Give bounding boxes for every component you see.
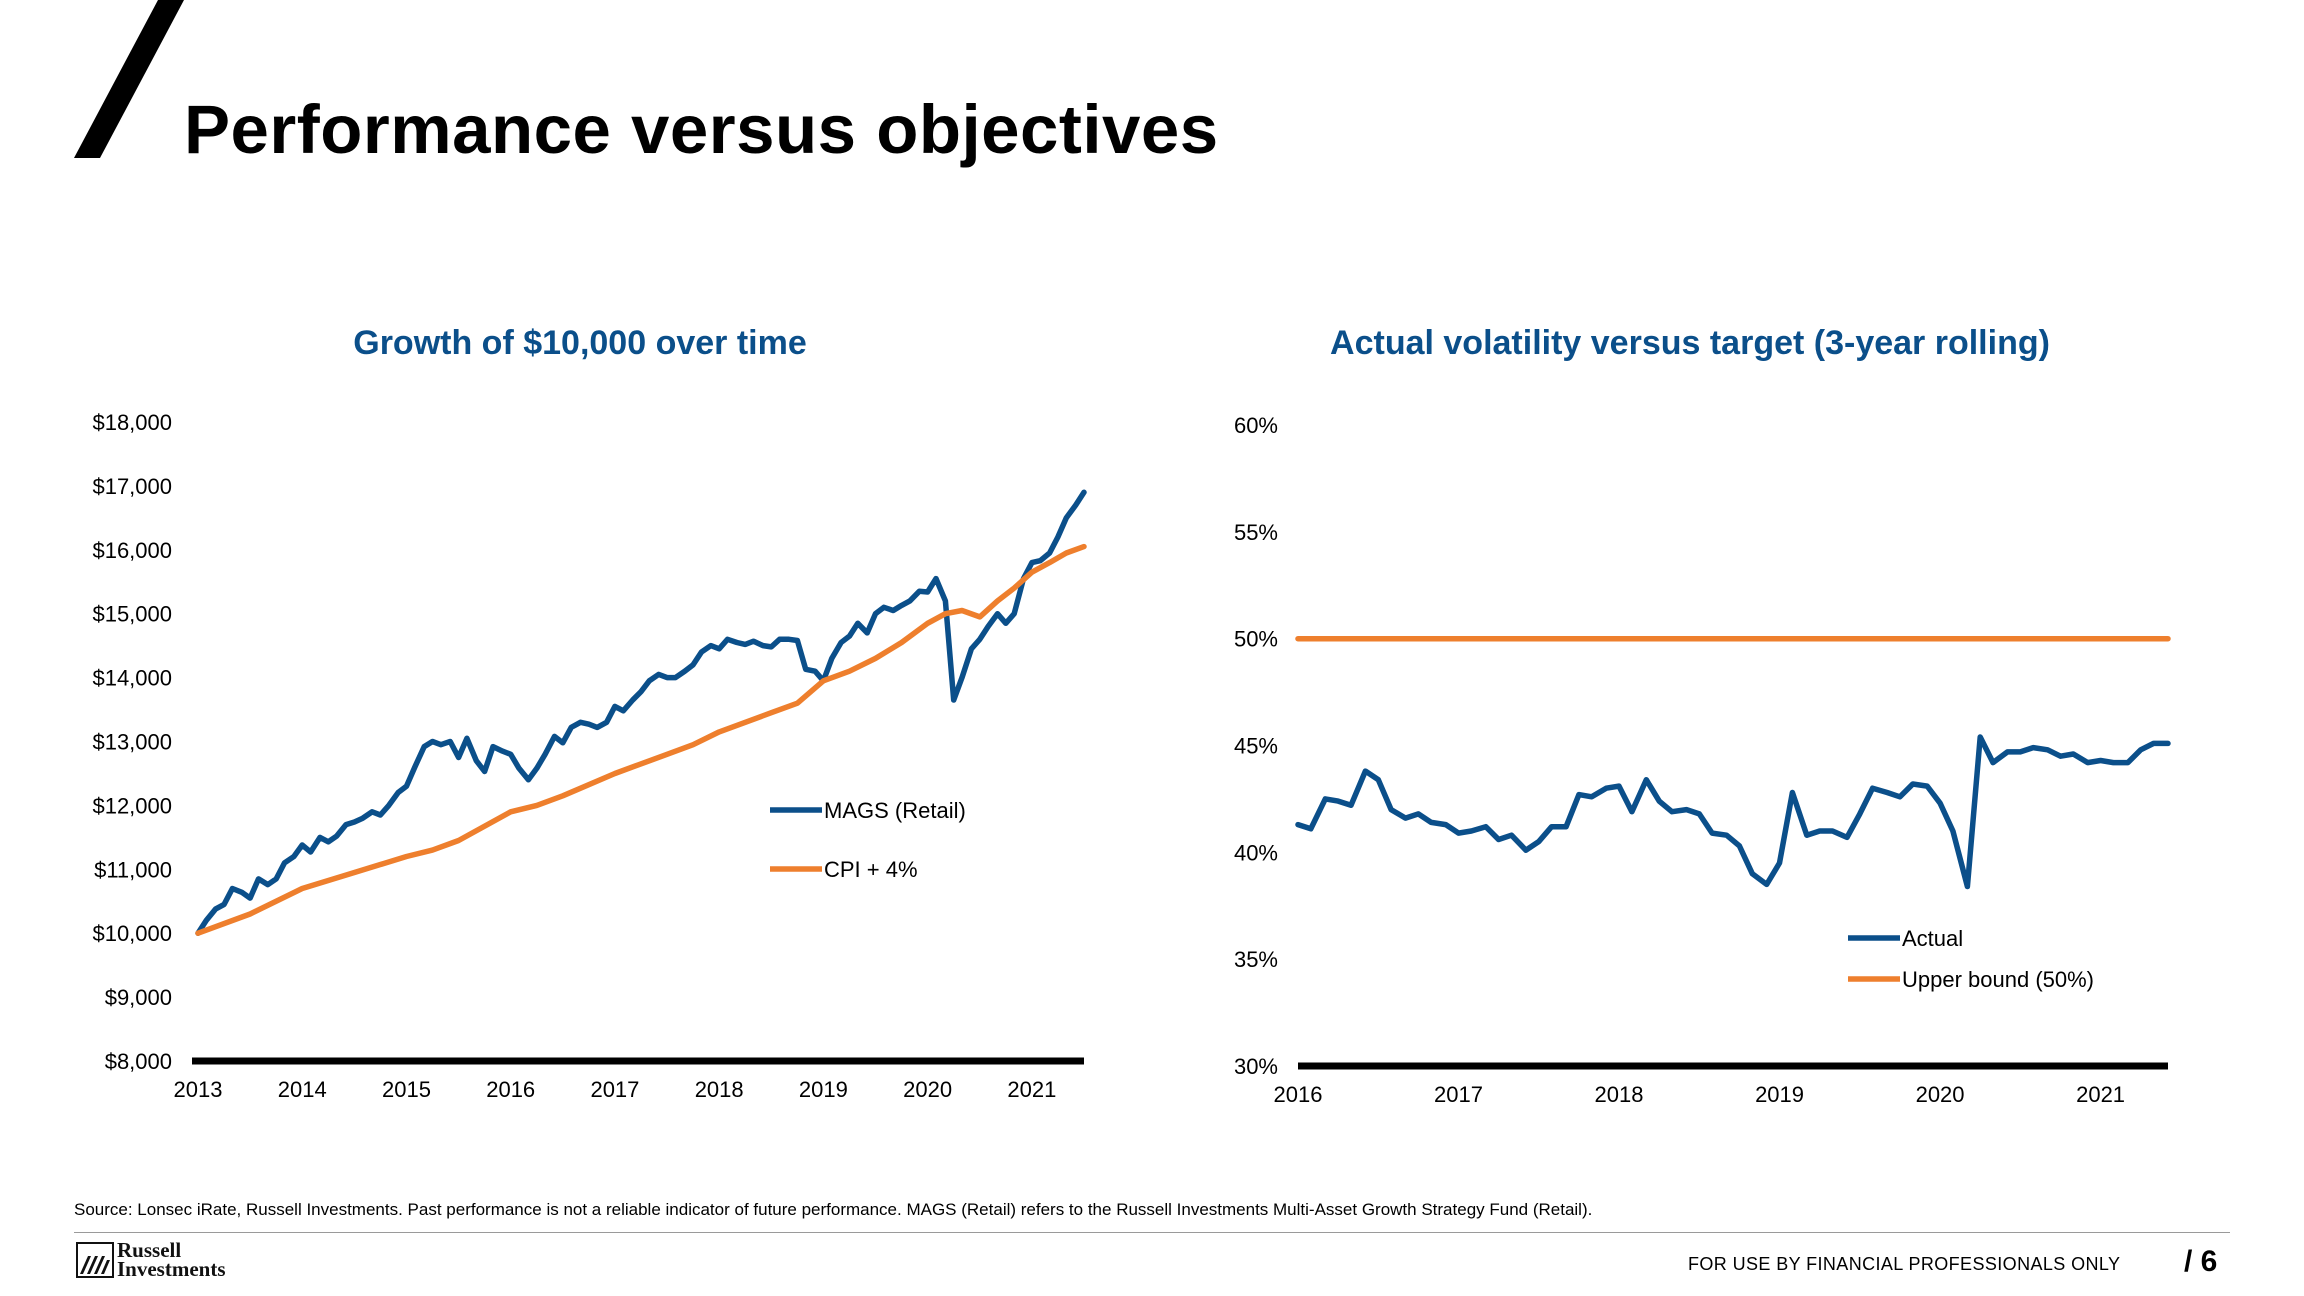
logo-line-2: Investments	[117, 1257, 226, 1281]
growth-x-tick-label: 2014	[278, 1077, 327, 1102]
growth-legend-label: MAGS (Retail)	[824, 798, 966, 823]
volatility-y-tick-label: 55%	[1234, 520, 1278, 545]
volatility-x-tick-label: 2019	[1755, 1082, 1804, 1107]
growth-x-tick-label: 2015	[382, 1077, 431, 1102]
professional-use-disclaimer: FOR USE BY FINANCIAL PROFESSIONALS ONLY	[1688, 1254, 2121, 1274]
growth-x-tick-label: 2018	[695, 1077, 744, 1102]
growth-x-tick-label: 2021	[1007, 1077, 1056, 1102]
growth-legend-label: CPI + 4%	[824, 857, 918, 882]
volatility-legend-label: Upper bound (50%)	[1902, 967, 2094, 992]
growth-series-line-2	[195, 543, 1087, 936]
volatility-x-tick-label: 2020	[1916, 1082, 1965, 1107]
growth-series-line-1	[195, 489, 1087, 936]
growth-chart-title: Growth of $10,000 over time	[353, 324, 807, 362]
volatility-legend-label: Actual	[1902, 926, 1963, 951]
page-number: / 6	[2184, 1245, 2218, 1278]
page-title: Performance versus objectives	[184, 91, 1219, 168]
russell-investments-logo: Russell Investments	[76, 1240, 226, 1280]
growth-y-tick-label: $12,000	[92, 793, 172, 818]
russell-logo-icon	[76, 1242, 114, 1278]
footer-divider	[74, 1232, 2230, 1233]
logo-wordmark: Russell Investments	[117, 1238, 226, 1281]
growth-y-tick-label: $9,000	[105, 985, 172, 1010]
growth-y-tick-label: $15,000	[92, 602, 172, 627]
growth-y-tick-label: $8,000	[105, 1049, 172, 1074]
volatility-y-tick-label: 50%	[1234, 627, 1278, 652]
volatility-x-tick-label: 2017	[1434, 1082, 1483, 1107]
title-slash-decoration	[74, 0, 184, 158]
growth-y-tick-label: $16,000	[92, 538, 172, 563]
volatility-y-tick-label: 60%	[1234, 413, 1278, 438]
volatility-x-tick-label: 2016	[1274, 1082, 1323, 1107]
growth-y-tick-label: $14,000	[92, 666, 172, 691]
growth-y-tick-label: $13,000	[92, 730, 172, 755]
volatility-y-tick-label: 45%	[1234, 734, 1278, 759]
growth-x-tick-label: 2019	[799, 1077, 848, 1102]
volatility-x-tick-label: 2021	[2076, 1082, 2125, 1107]
volatility-chart-title: Actual volatility versus target (3-year …	[1330, 324, 2050, 362]
growth-x-tick-label: 2016	[486, 1077, 535, 1102]
growth-x-tick-label: 2013	[174, 1077, 223, 1102]
growth-x-tick-label: 2020	[903, 1077, 952, 1102]
volatility-y-tick-label: 30%	[1234, 1054, 1278, 1079]
volatility-x-tick-label: 2018	[1595, 1082, 1644, 1107]
growth-y-tick-label: $10,000	[92, 921, 172, 946]
growth-y-tick-label: $11,000	[94, 857, 172, 882]
volatility-series-line-1	[1295, 734, 2171, 890]
volatility-y-tick-label: 35%	[1234, 947, 1278, 972]
growth-x-tick-label: 2017	[590, 1077, 639, 1102]
volatility-y-tick-label: 40%	[1234, 840, 1278, 865]
logo-line-1: Russell	[117, 1238, 182, 1262]
growth-y-tick-label: $18,000	[92, 410, 172, 435]
growth-y-tick-label: $17,000	[92, 474, 172, 499]
source-footnote: Source: Lonsec iRate, Russell Investment…	[74, 1200, 1593, 1219]
